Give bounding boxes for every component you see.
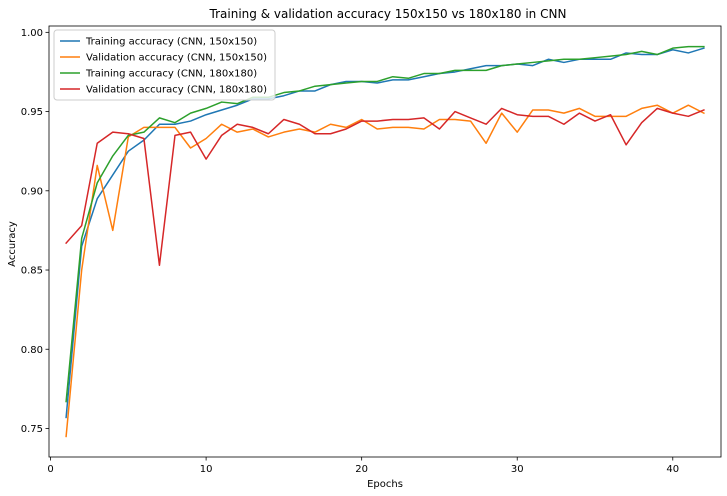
series-layer [65,45,705,438]
y-tick-label: 0.75 [21,424,43,435]
ticks-layer: 0 10 20 30 40 0.75 0.80 0.85 0.90 0.95 1.00 [21,28,679,475]
legend-box [53,29,276,101]
series-line-3 [65,45,705,403]
legend-label-3: Training accuracy (CNN, 180x180) [85,69,257,80]
chart-title: Training & validation accuracy 150x150 v… [209,7,567,21]
y-axis-label: Accuracy [7,221,18,267]
series-line-4 [65,107,705,267]
y-tick-label: 0.80 [21,345,43,356]
y-tick-label: 0.90 [21,186,43,197]
legend-label-2: Validation accuracy (CNN, 150x150) [86,53,267,64]
x-axis-label: Epochs [367,479,403,490]
legend-label-4: Validation accuracy (CNN, 180x180) [86,85,267,96]
y-tick-label: 0.85 [21,266,43,277]
series-line-1 [65,47,705,419]
y-tick-label: 0.95 [21,107,43,118]
axes-frame [48,25,722,458]
y-tick-label: 1.00 [21,28,43,39]
axes-layer [48,25,722,458]
x-tick-label: 0 [47,464,53,475]
x-tick-label: 20 [355,464,368,475]
x-tick-label: 30 [511,464,524,475]
x-tick-label: 40 [666,464,679,475]
legend: Training accuracy (CNN, 150x150) Validati… [53,29,276,101]
x-tick-label: 10 [200,464,213,475]
legend-label-1: Training accuracy (CNN, 150x150) [85,37,257,48]
series-line-2 [65,104,705,438]
